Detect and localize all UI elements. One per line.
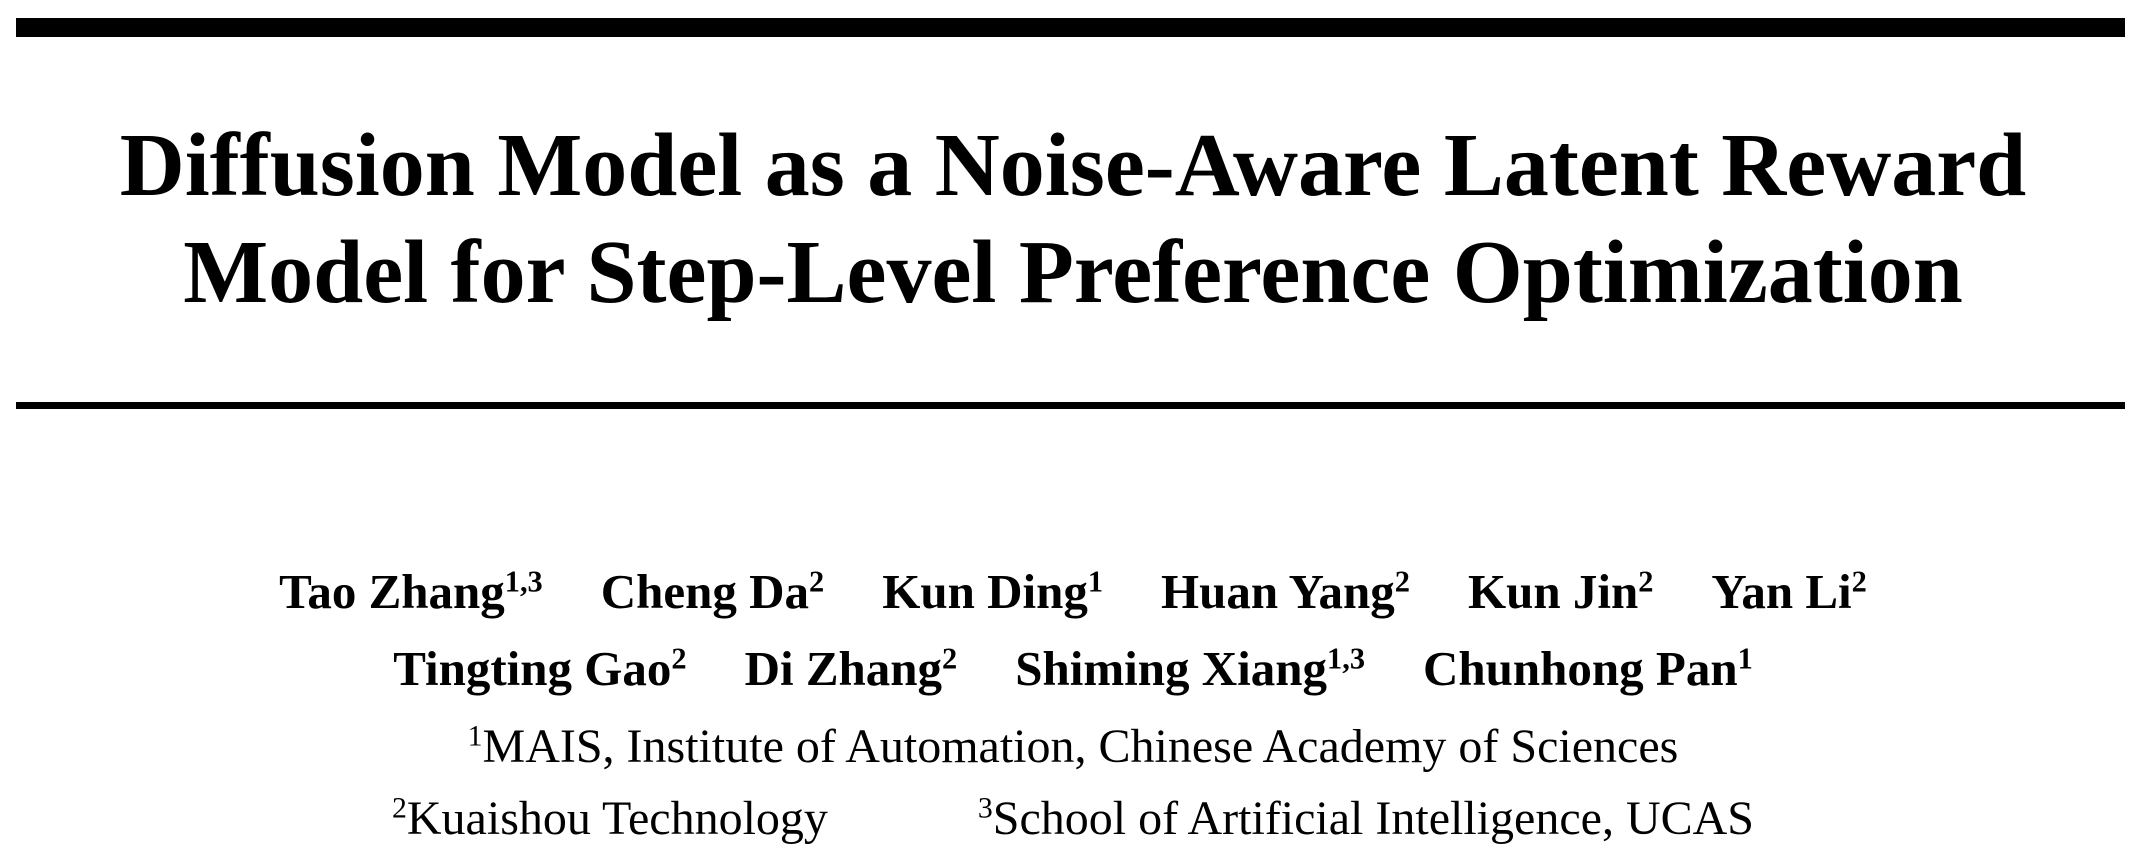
author-affiliation-mark: 2: [809, 564, 825, 599]
author-affiliation-mark: 1,3: [504, 564, 543, 599]
author-name: Chunhong Pan: [1423, 641, 1738, 696]
author-affiliation-mark: 2: [671, 641, 687, 676]
author-affiliation-mark: 1,3: [1327, 641, 1366, 676]
author: Huan Yang2: [1161, 563, 1410, 620]
affiliation-text: Kuaishou Technology: [406, 791, 828, 845]
author-name: Kun Jin: [1467, 564, 1639, 619]
title: Diffusion Model as a Noise-Aware Latent …: [0, 112, 2146, 326]
author: Shiming Xiang1,3: [1015, 640, 1365, 697]
title-line: Diffusion Model as a Noise-Aware Latent …: [119, 116, 2027, 215]
affiliation-row: 2Kuaishou Technology 3School of Artificia…: [0, 782, 2146, 854]
author: Kun Ding1: [882, 563, 1103, 620]
author: Tingting Gao2: [393, 640, 686, 697]
affiliation-mark: 3: [977, 791, 993, 825]
author: Yan Li2: [1711, 563, 1866, 620]
affiliation-mark: 1: [467, 719, 483, 753]
author-name: Tingting Gao: [393, 641, 672, 696]
affiliation-mark: 2: [392, 791, 407, 825]
author: Kun Jin2: [1468, 563, 1653, 620]
author-affiliation-mark: 1: [1737, 641, 1753, 676]
author-name: Yan Li: [1711, 564, 1852, 619]
authors: Tao Zhang1,3 Cheng Da2 Kun Ding1 Huan Yang2…: [0, 553, 2146, 707]
author-affiliation-mark: 2: [1638, 564, 1654, 599]
author-name: Di Zhang: [744, 641, 943, 696]
affiliations: 1MAIS, Institute of Automation, Chinese …: [0, 710, 2146, 854]
top-rule: [16, 18, 2125, 37]
author-affiliation-mark: 1: [1087, 564, 1104, 599]
affiliation: 2Kuaishou Technology: [392, 791, 828, 846]
affiliation: 3School of Artificial Intelligence, UCAS: [978, 791, 1754, 846]
author-name: Huan Yang: [1161, 564, 1395, 619]
author-name: Shiming Xiang: [1015, 641, 1328, 696]
affiliation: 1MAIS, Institute of Automation, Chinese …: [468, 719, 1679, 774]
bottom-rule: [16, 402, 2125, 409]
author: Chunhong Pan1: [1423, 640, 1753, 697]
author: Tao Zhang1,3: [279, 563, 543, 620]
author: Cheng Da2: [601, 563, 824, 620]
affiliation-text: School of Artificial Intelligence, UCAS: [992, 791, 1754, 845]
author-affiliation-mark: 2: [1851, 564, 1867, 599]
author-name: Cheng Da: [600, 564, 810, 619]
author-name: Tao Zhang: [279, 564, 505, 619]
author-name: Kun Ding: [882, 564, 1088, 619]
affiliation-row: 1MAIS, Institute of Automation, Chinese …: [0, 710, 2146, 782]
author: Di Zhang2: [745, 640, 958, 697]
author-affiliation-mark: 2: [942, 641, 958, 676]
affiliation-text: MAIS, Institute of Automation, Chinese A…: [482, 719, 1679, 773]
author-affiliation-mark: 2: [1394, 564, 1410, 599]
author-row: Tao Zhang1,3 Cheng Da2 Kun Ding1 Huan Yang2…: [0, 553, 2146, 630]
author-row: Tingting Gao2 Di Zhang2 Shiming Xiang1,3 Ch…: [0, 630, 2146, 707]
title-line: Model for Step-Level Preference Optimiza…: [183, 223, 1963, 322]
